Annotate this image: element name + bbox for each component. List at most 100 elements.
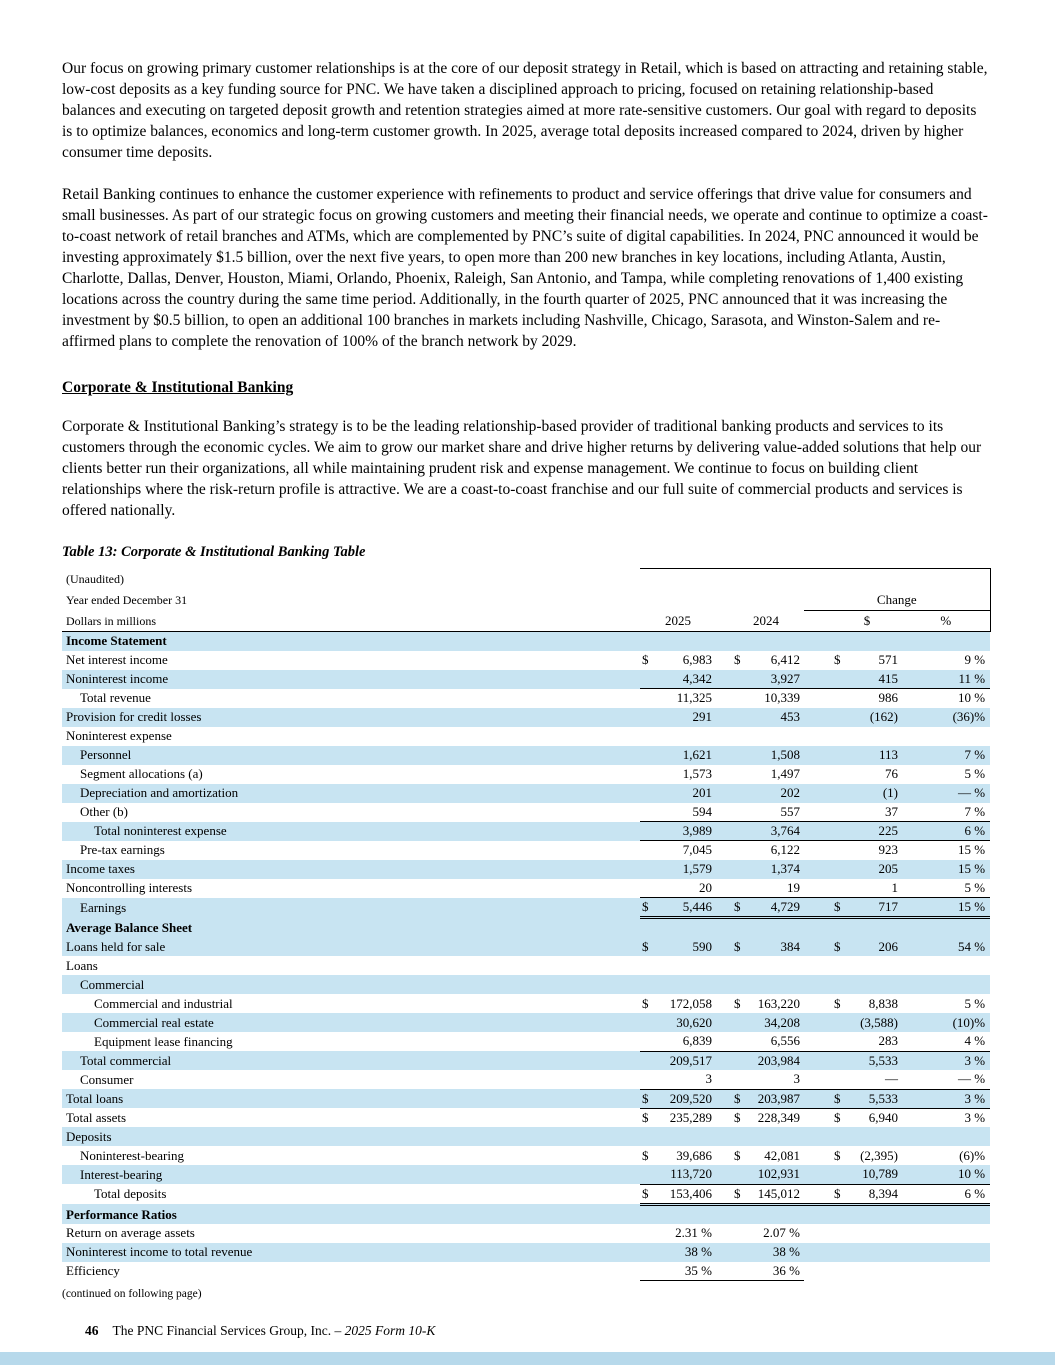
value-change-dollar [838,975,902,994]
value-2024: 3,927 [742,669,804,689]
row-label: Efficiency [66,1263,120,1278]
row-label: Noninterest income to total revenue [62,1242,640,1262]
value-change-percent: 10 % [902,1165,991,1184]
value-2025 [656,956,716,975]
value-2024 [742,727,804,746]
value-change-dollar: 205 [838,859,902,879]
column-header-change-percent: % [902,610,991,632]
dollar-sign-2025 [640,1032,656,1051]
value-2024: 384 [742,937,804,956]
table-row: Total noninterest expense 3,989 3,764 225 6 … [62,821,991,841]
row-label: Depreciation and amortization [62,783,640,803]
dollar-sign-2025: $ [640,1107,656,1127]
value-change-dollar: 5,533 [838,1050,902,1070]
dollar-sign-change [804,840,838,860]
footer-company-name: The PNC Financial Services Group, Inc. – [112,1323,345,1338]
value-change-dollar: — [885,1071,898,1087]
section-label: Income Statement [62,631,991,651]
dollar-sign-2024: $ [734,995,741,1011]
column-header-change-dollar: $ [804,610,902,632]
dollar-sign-2024 [716,688,742,708]
dollar-sign-2025 [640,1165,656,1184]
value-change-percent: 3 % [902,1107,991,1127]
table-row: Noninterest expense [62,727,990,746]
dollar-sign-change: $ [804,897,841,919]
value-change-dollar: 986 [838,688,902,708]
dollar-sign-2024 [716,1224,742,1243]
table-row: Pre-tax earnings 7,045 6,122 923 15 % [62,840,991,860]
dollar-sign-2025 [640,1261,656,1281]
value-change-dollar: (1) [838,783,902,803]
table-row: Total commercial 209,517 203,984 5,533 3 % [62,1050,991,1070]
value-2025: 38 % [656,1242,716,1262]
value-2024: 6,122 [742,840,804,860]
value-2024: 203,984 [742,1050,804,1070]
value-change-percent: 5 % [964,995,986,1011]
value-change-percent: 15 % [902,840,991,860]
row-label: Net interest income [66,652,168,667]
column-header-2025: 2025 [640,610,716,632]
value-2024: 1,497 [770,766,800,781]
table-row: Interest-bearing 113,720 102,931 10,789 10 % [62,1165,991,1184]
table-row: Equipment lease financing 6,839 6,556 283 4 … [62,1032,990,1051]
table-row: Commercial real estate 30,620 34,208 (3,588… [62,1013,991,1032]
footer-form-name: 2025 Form 10-K [344,1323,436,1338]
row-label: Segment allocations (a) [80,766,203,781]
value-change-dollar [838,1242,902,1262]
table-row: Consumer 3 3 — — % [62,1070,990,1089]
value-change-dollar: (162) [838,707,902,727]
row-label: Commercial and industrial [94,995,233,1011]
value-2024: 557 [780,803,801,819]
dollar-sign-change: $ [804,937,841,956]
dollar-sign-2024 [716,879,742,898]
dollar-sign-2025 [640,859,656,879]
dollar-sign-2024 [716,859,742,879]
table-header-row-1: (Unaudited) [62,568,991,590]
value-change-percent: 5 % [964,766,986,781]
row-label: Deposits [62,1127,640,1146]
dollar-sign-2025 [640,745,656,765]
dollar-sign-2024 [716,1261,742,1281]
value-2024: 453 [742,707,804,727]
dollar-sign-2025 [640,840,656,860]
table-title: Table 13: Corporate & Institutional Bank… [62,544,366,560]
dollar-sign-2025 [640,1070,656,1089]
dollar-sign-2024 [716,707,742,727]
dollar-sign-2024 [716,975,742,994]
dollar-sign-2025 [640,688,656,708]
change-column-header: Change [804,589,991,611]
value-2025: 20 [699,879,712,895]
table-row: Deposits [62,1127,991,1146]
value-2025: 2.31 % [675,1225,712,1240]
dollar-sign-change: $ [834,995,841,1011]
value-2024: 36 % [742,1261,804,1281]
dollar-sign-change [804,688,838,708]
table-row: Depreciation and amortization 201 202 (1) — … [62,783,991,803]
value-change-percent [902,1262,990,1281]
row-label: Equipment lease financing [94,1033,233,1049]
table-section-row: Income Statement [62,631,991,651]
value-change-percent: 6 % [902,821,991,841]
dollar-sign-2024 [716,745,742,765]
value-change-dollar: 571 [878,652,899,667]
dollar-sign-change [804,745,838,765]
value-2024: 102,931 [742,1165,804,1184]
paragraph-cib-strategy: Corporate & Institutional Banking’s stra… [62,418,982,519]
dollar-sign-2025: $ [642,1147,649,1163]
value-2024: 1,508 [742,745,804,765]
value-2024 [742,1127,804,1146]
value-2024: 3 [793,1071,801,1087]
dollar-sign-2025 [640,1127,656,1146]
row-label: Interest-bearing [62,1165,640,1184]
value-2024: 19 [787,879,800,895]
table-head: (Unaudited) Year ended December 31 Chang… [62,568,991,632]
dollar-sign-change [804,669,838,689]
dollar-sign-2024 [716,821,742,841]
value-2024: 6,556 [770,1033,800,1049]
table-row: Net interest income $6,983 $6,412 $571 9 % [62,651,990,670]
value-change-percent: (10)% [902,1013,991,1032]
dollar-sign-change [804,1127,838,1146]
dollar-sign-2024 [716,1013,742,1032]
continued-note: (continued on following page) [62,1288,202,1300]
dollar-sign-2025 [640,821,656,841]
